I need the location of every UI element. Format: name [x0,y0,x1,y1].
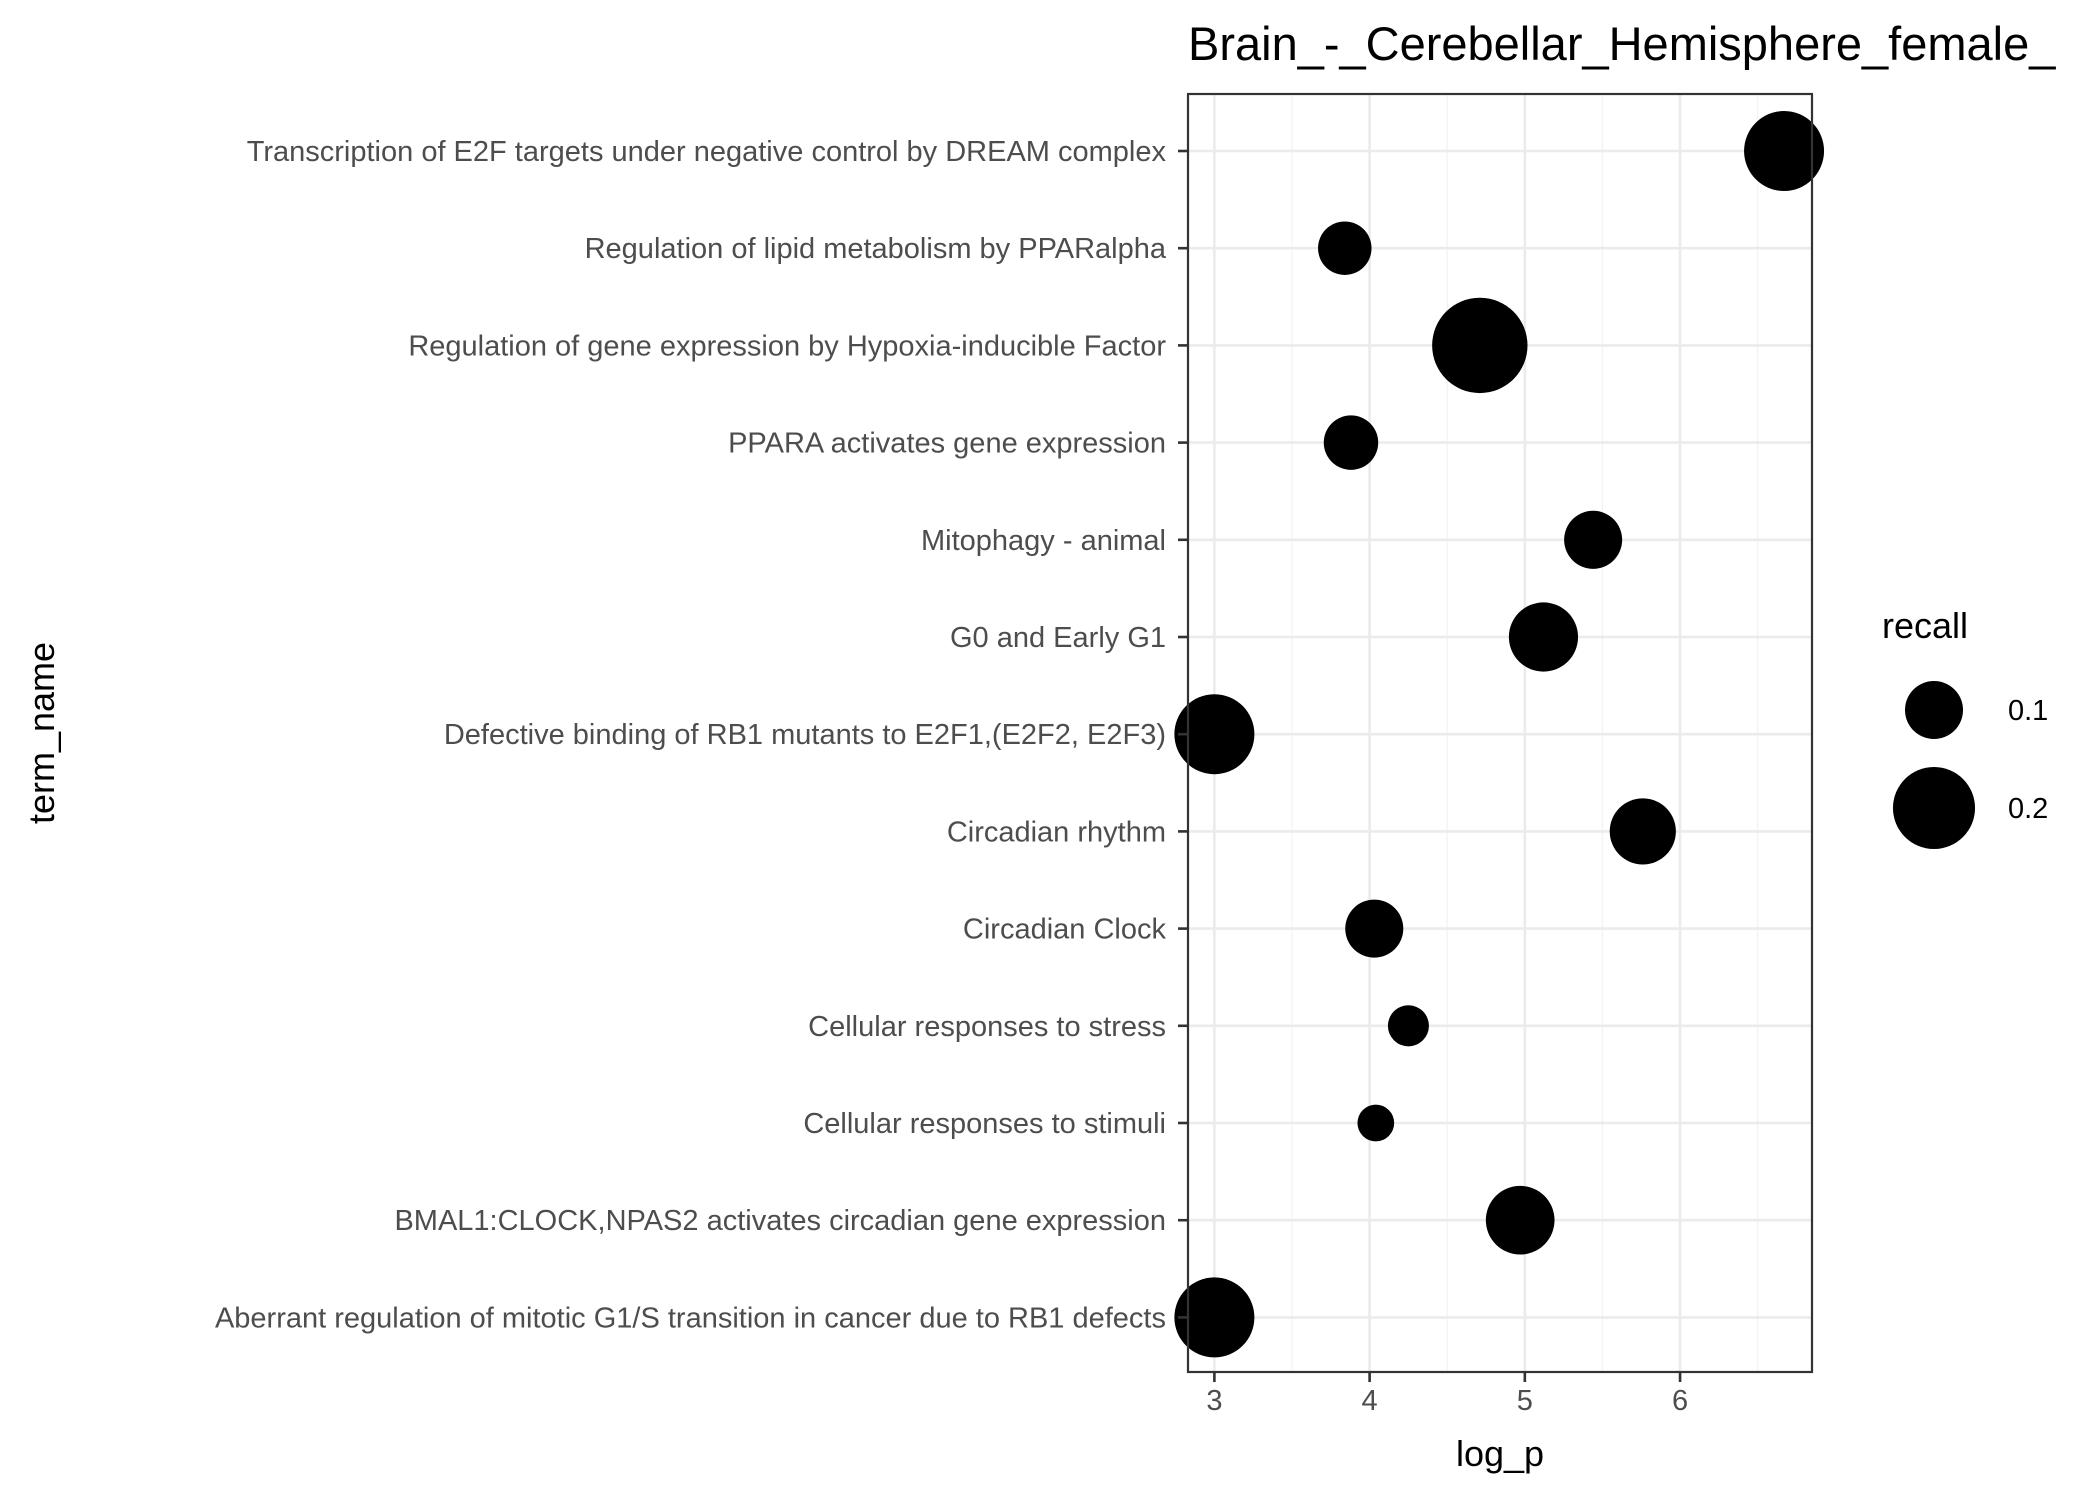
data-point [1564,510,1623,569]
y-tick-label: BMAL1:CLOCK,NPAS2 activates circadian ge… [394,1205,1166,1237]
x-tick-label: 6 [1672,1385,1688,1417]
y-tick-label: G0 and Early G1 [950,622,1166,654]
y-tick-label: Mitophagy - animal [921,525,1166,557]
x-tick-label: 4 [1362,1385,1378,1417]
y-tick-label: Circadian rhythm [947,816,1166,848]
data-point [1508,602,1579,672]
data-point [1318,221,1372,275]
y-tick-label: Cellular responses to stress [808,1011,1166,1043]
x-tick-label: 3 [1206,1385,1222,1417]
data-point [1744,111,1825,191]
y-tick-label: Defective binding of RB1 mutants to E2F1… [444,719,1166,751]
plot-title: Brain_-_Cerebellar_Hemisphere_female_ [1188,17,2056,70]
y-axis: Transcription of E2F targets under negat… [215,136,1188,1334]
legend-key-circle [1904,680,1964,740]
legend-key-label: 0.1 [2008,695,2048,727]
major-gridlines [1188,94,1812,1372]
data-point [1357,1104,1395,1142]
legend-key-circle [1892,766,1976,850]
data-point [1174,694,1255,775]
y-tick-label: Regulation of lipid metabolism by PPARal… [585,233,1167,265]
data-point [1609,798,1676,865]
x-tick-label: 5 [1517,1385,1533,1417]
data-point [1323,415,1379,470]
x-axis-title: log_p [1456,1433,1544,1474]
y-tick-label: Transcription of E2F targets under negat… [247,136,1167,168]
y-tick-label: Cellular responses to stimuli [803,1108,1166,1140]
legend-key-label: 0.2 [2008,793,2048,825]
data-point [1174,1277,1255,1358]
data-point [1345,899,1404,958]
y-tick-label: Aberrant regulation of mitotic G1/S tran… [215,1302,1166,1334]
legend-title: recall [1882,605,1968,646]
data-point [1432,297,1528,394]
y-tick-label: Regulation of gene expression by Hypoxia… [408,330,1166,362]
legend: recall 0.1 0.2 [1882,605,2048,850]
data-point [1387,1005,1429,1047]
y-tick-label: PPARA activates gene expression [728,428,1166,460]
y-axis-title: term_name [21,642,62,824]
y-tick-label: Circadian Clock [963,914,1167,946]
data-point [1485,1185,1555,1255]
data-points [1174,111,1825,1358]
x-axis: 3 4 5 6 [1206,1372,1688,1417]
